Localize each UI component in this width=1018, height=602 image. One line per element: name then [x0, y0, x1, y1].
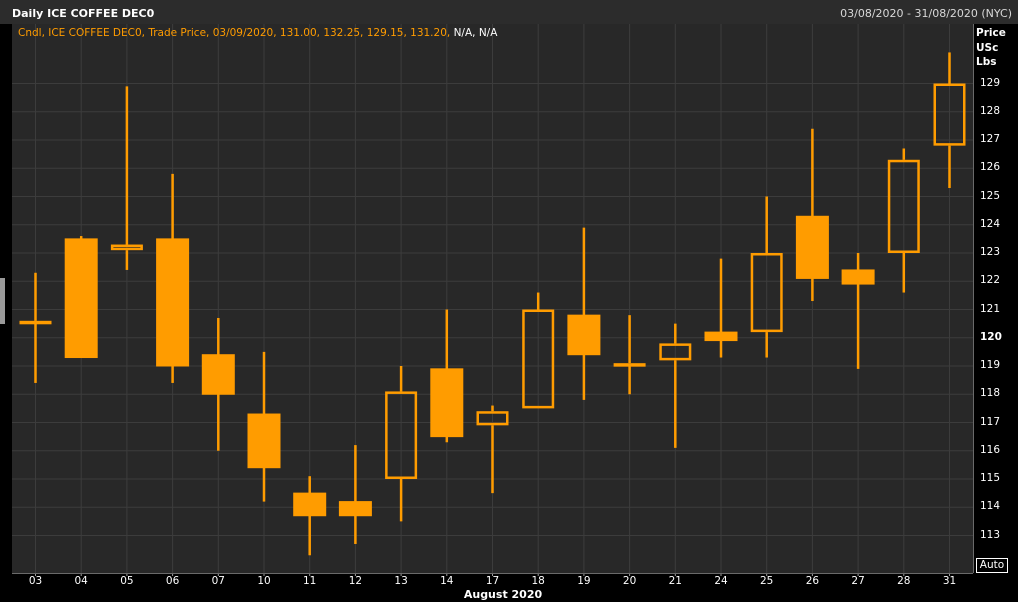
y-tick-label: 129	[980, 76, 1001, 89]
chart-title: Daily ICE COFFEE DEC0	[12, 7, 155, 20]
x-tick-label: 26	[805, 575, 820, 587]
x-tick-label: 14	[440, 575, 454, 587]
x-tick-label: 06	[165, 575, 180, 587]
candle-body-down	[338, 501, 372, 517]
candle-body-down	[841, 269, 875, 285]
candle-body-up	[385, 391, 418, 479]
y-tick-label: 120	[980, 330, 1002, 343]
x-tick-label: 19	[577, 575, 591, 587]
candle-body-down	[156, 238, 190, 367]
y-axis-title: Price USc Lbs	[976, 26, 1006, 70]
x-tick-label: 07	[211, 575, 225, 587]
x-tick-label: 17	[485, 575, 500, 587]
candle-body-down	[247, 413, 281, 469]
x-tick-label: 11	[303, 575, 317, 587]
x-tick-label: 13	[394, 575, 408, 587]
y-tick-label: 118	[980, 387, 1001, 400]
x-tick-label: 25	[760, 575, 774, 587]
y-axis-title-line: Lbs	[976, 56, 997, 68]
y-axis-title-line: Price	[976, 27, 1006, 39]
candle-body-up	[750, 253, 783, 333]
y-tick-label: 117	[980, 415, 1001, 428]
x-tick-label: 28	[897, 575, 911, 587]
legend-text: Cndl, ICE COFFEE DEC0, Trade Price, 03/0…	[18, 27, 451, 39]
candle-body-down	[704, 331, 738, 342]
y-tick-label: 126	[980, 161, 1001, 174]
candle-body-down	[430, 368, 464, 438]
x-tick-label: 27	[851, 575, 865, 587]
x-tick-label: 10	[257, 575, 271, 587]
left-scroll-handle[interactable]	[0, 278, 5, 324]
legend: Cndl, ICE COFFEE DEC0, Trade Price, 03/0…	[18, 27, 497, 39]
y-tick-label: 123	[980, 246, 1001, 258]
x-tick-label: 21	[668, 575, 682, 587]
y-tick-label: 113	[980, 528, 1001, 541]
x-tick-label: 18	[531, 575, 545, 587]
title-bar: Daily ICE COFFEE DEC0 03/08/2020 - 31/08…	[0, 0, 1018, 24]
y-tick-label: 124	[980, 217, 1001, 230]
candle-body-down	[64, 238, 98, 359]
x-axis-title: August 2020	[463, 588, 543, 601]
candle-body-up	[659, 343, 692, 361]
x-tick-label: 24	[714, 575, 728, 587]
y-tick-label: 121	[980, 302, 1001, 315]
y-tick-label: 127	[980, 133, 1001, 145]
y-tick-label: 119	[980, 359, 1001, 371]
y-axis-title-line: USc	[976, 41, 999, 54]
y-tick-label: 115	[980, 472, 1001, 484]
candle-body-down	[201, 354, 235, 395]
y-tick-label: 116	[980, 443, 1001, 456]
y-tick-label: 114	[980, 500, 1001, 513]
x-tick-label: 04	[74, 575, 88, 587]
legend-na: N/A, N/A	[450, 27, 498, 39]
auto-scale-button[interactable]: Auto	[976, 558, 1008, 573]
candle-body-down	[795, 215, 829, 279]
x-tick-label: 05	[120, 575, 134, 587]
y-tick-label: 125	[980, 189, 1001, 202]
candle-body-down	[293, 492, 327, 517]
x-tick-label: 31	[942, 575, 957, 587]
x-tick-label: 20	[622, 575, 637, 587]
candle-body-up	[522, 309, 555, 409]
candle-body-up	[110, 244, 143, 251]
candle-body-up	[476, 411, 509, 426]
y-tick-label: 128	[980, 104, 1001, 117]
candle-body-down	[567, 314, 601, 356]
candle-body-up	[887, 159, 920, 253]
date-range[interactable]: 03/08/2020 - 31/08/2020 (NYC)	[840, 7, 1012, 20]
y-tick-label: 122	[980, 274, 1001, 287]
candle-body-up	[613, 363, 646, 367]
x-tick-label: 03	[28, 575, 43, 587]
x-tick-label: 12	[348, 575, 363, 587]
candle-body-up	[19, 320, 52, 325]
candle-body-up	[933, 83, 966, 146]
